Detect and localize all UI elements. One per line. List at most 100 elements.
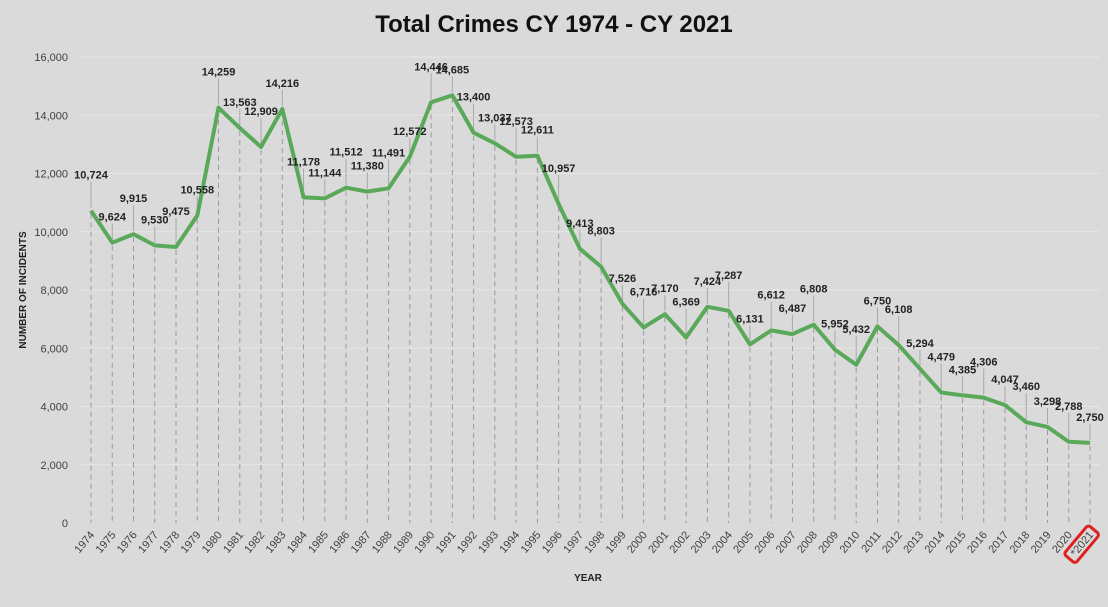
x-tick-label: 1990: [412, 529, 437, 555]
data-label: 9,413: [566, 218, 594, 230]
x-tick-label: 1995: [519, 529, 544, 555]
data-label: 4,479: [927, 352, 955, 364]
y-tick-label: 6,000: [40, 343, 68, 355]
x-tick-label: 2006: [753, 529, 778, 555]
x-tick-label: 1975: [94, 529, 119, 555]
x-tick-label: 2014: [923, 529, 948, 555]
data-label: 10,957: [542, 163, 576, 175]
x-tick-label: 2019: [1029, 529, 1054, 555]
x-tick-label: 1981: [221, 529, 246, 555]
x-tick-label: 2018: [1008, 529, 1033, 555]
x-tick-label: 1983: [264, 529, 289, 555]
x-tick-label: 1976: [115, 529, 140, 555]
data-label: 10,724: [74, 170, 109, 182]
y-tick-label: 16,000: [34, 52, 68, 64]
data-label: 4,385: [949, 364, 977, 376]
data-label: 6,716: [630, 286, 658, 298]
data-label: 9,915: [120, 193, 148, 205]
y-tick-label: 8,000: [40, 285, 68, 297]
data-label: 6,612: [757, 289, 785, 301]
x-tick-label: 2012: [880, 529, 905, 555]
data-label: 5,952: [821, 319, 849, 331]
data-label: 7,170: [651, 283, 679, 295]
data-label: 7,287: [715, 270, 743, 282]
x-tick-label: 1996: [540, 529, 565, 555]
data-label: 12,572: [393, 126, 427, 138]
x-tick-label: 2017: [986, 529, 1011, 555]
x-tick-label: 2008: [795, 529, 820, 555]
x-tick-label: 2015: [944, 529, 969, 555]
data-label: 14,446: [414, 61, 448, 73]
x-tick-label: 2003: [689, 529, 714, 555]
x-tick-label: 1978: [157, 529, 182, 555]
x-tick-label: 2004: [710, 529, 735, 555]
x-tick-label: 1988: [370, 529, 395, 555]
data-label: 13,037: [478, 112, 512, 124]
x-tick-label: 1980: [200, 529, 225, 555]
x-tick-label: 2016: [965, 529, 990, 555]
x-tick-label: 2001: [646, 529, 671, 555]
data-label: 11,491: [372, 147, 405, 159]
data-label: 14,216: [265, 78, 299, 90]
y-tick-label: 0: [62, 518, 68, 530]
x-tick-label: 1974: [72, 529, 97, 555]
data-label: 12,909: [244, 106, 278, 118]
x-tick-label: 2007: [774, 529, 799, 555]
y-axis-label: NUMBER OF INCIDENTS: [18, 231, 29, 349]
x-tick-label: 1999: [604, 529, 629, 555]
data-label: 6,131: [736, 313, 764, 325]
x-tick-label: 1979: [179, 529, 204, 555]
x-tick-label: 1986: [327, 529, 352, 555]
y-tick-label: 4,000: [40, 402, 68, 414]
x-tick-label: 1977: [136, 529, 161, 555]
data-label: 9,475: [162, 206, 190, 218]
x-tick-label: 2011: [859, 529, 883, 555]
y-tick-label: 2,000: [40, 460, 68, 472]
data-label: 14,685: [436, 64, 470, 76]
data-label: 12,573: [499, 116, 533, 128]
data-label: 6,808: [800, 284, 828, 296]
data-label: 9,624: [98, 212, 126, 224]
data-label: 6,750: [864, 295, 892, 307]
y-tick-label: 10,000: [34, 227, 68, 239]
y-tick-label: 12,000: [34, 169, 68, 181]
x-tick-label: 1998: [582, 529, 607, 555]
data-label: 14,259: [202, 67, 236, 79]
x-tick-label: 1992: [455, 529, 480, 555]
data-label: 11,144: [308, 167, 342, 179]
data-label: 2,750: [1076, 412, 1104, 424]
x-tick-label: 1982: [242, 529, 267, 555]
data-label: 9,530: [141, 214, 169, 226]
x-tick-label: 1989: [391, 529, 416, 555]
series-line: [89, 93, 1091, 445]
data-label: 11,512: [330, 147, 363, 159]
data-label: 13,563: [223, 97, 257, 109]
x-tick-label: 2002: [668, 529, 693, 555]
x-tick-label: 2000: [625, 529, 650, 555]
x-tick-label: 2010: [838, 529, 863, 555]
data-label: 4,306: [970, 357, 998, 369]
data-label: 4,047: [991, 374, 1019, 386]
x-tick-label: 1997: [561, 529, 586, 555]
x-tick-label: 1991: [434, 529, 459, 555]
highlight-box: [1063, 524, 1100, 564]
data-label: 10,558: [180, 184, 214, 196]
y-tick-label: 14,000: [34, 110, 68, 122]
data-label: 7,424: [694, 276, 722, 288]
x-axis-label: YEAR: [574, 573, 603, 584]
x-tick-label: 1987: [349, 529, 374, 555]
data-label: 7,526: [609, 273, 637, 285]
data-label: 5,294: [906, 338, 934, 350]
data-label: 6,369: [672, 297, 700, 309]
x-tick-label: 2005: [731, 529, 756, 555]
data-label: 6,487: [779, 303, 807, 315]
data-label: 5,432: [842, 324, 870, 336]
data-label: 3,298: [1034, 396, 1062, 408]
x-tick-label: 2013: [901, 529, 926, 555]
data-label: 12,611: [521, 125, 554, 137]
x-tick-label: 1993: [476, 529, 501, 555]
data-label: 6,108: [885, 304, 913, 316]
x-tick-label: 1985: [306, 529, 331, 555]
data-label: 13,400: [457, 92, 491, 104]
